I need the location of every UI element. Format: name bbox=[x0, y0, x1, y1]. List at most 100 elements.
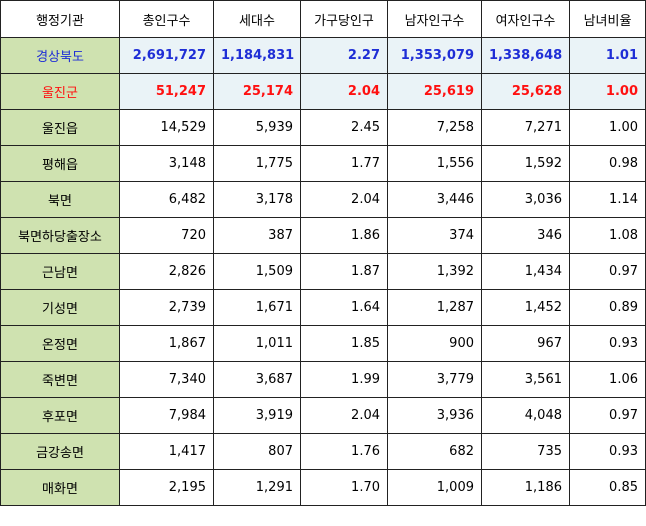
row-name-cell: 금강송면 bbox=[0, 433, 120, 470]
row-total-cell: 7,340 bbox=[119, 361, 214, 398]
row-households-cell: 3,919 bbox=[213, 397, 301, 434]
header-total-population: 총인구수 bbox=[119, 0, 214, 38]
row-ratio-cell: 1.00 bbox=[569, 109, 646, 146]
row-female-cell: 735 bbox=[481, 433, 570, 470]
row-total-cell: 7,984 bbox=[119, 397, 214, 434]
row-per-household-cell: 1.99 bbox=[300, 361, 388, 398]
row-name-cell: 매화면 bbox=[0, 469, 120, 506]
row-male-cell: 1,353,079 bbox=[387, 37, 482, 74]
row-name-cell: 경상북도 bbox=[0, 37, 120, 74]
table-row: 경상북도 2,691,727 1,184,831 2.27 1,353,079 1,338… bbox=[0, 37, 646, 74]
row-male-cell: 25,619 bbox=[387, 73, 482, 110]
row-ratio-cell: 0.89 bbox=[569, 289, 646, 326]
row-total-cell: 1,417 bbox=[119, 433, 214, 470]
header-sex-ratio: 남녀비율 bbox=[569, 0, 646, 38]
row-male-cell: 374 bbox=[387, 217, 482, 254]
header-male-population: 남자인구수 bbox=[387, 0, 482, 38]
table-row: 후포면 7,984 3,919 2.04 3,936 4,048 0.97 bbox=[0, 397, 646, 434]
table-row: 죽변면 7,340 3,687 1.99 3,779 3,561 1.06 bbox=[0, 361, 646, 398]
table-row: 매화면 2,195 1,291 1.70 1,009 1,186 0.85 bbox=[0, 469, 646, 506]
row-total-cell: 14,529 bbox=[119, 109, 214, 146]
row-households-cell: 387 bbox=[213, 217, 301, 254]
row-ratio-cell: 1.08 bbox=[569, 217, 646, 254]
row-name-cell: 근남면 bbox=[0, 253, 120, 290]
row-ratio-cell: 0.97 bbox=[569, 253, 646, 290]
row-per-household-cell: 1.77 bbox=[300, 145, 388, 182]
row-female-cell: 1,434 bbox=[481, 253, 570, 290]
row-per-household-cell: 1.76 bbox=[300, 433, 388, 470]
table-row: 평해읍 3,148 1,775 1.77 1,556 1,592 0.98 bbox=[0, 145, 646, 182]
row-households-cell: 25,174 bbox=[213, 73, 301, 110]
row-male-cell: 1,287 bbox=[387, 289, 482, 326]
table-row: 금강송면 1,417 807 1.76 682 735 0.93 bbox=[0, 433, 646, 470]
row-ratio-cell: 1.01 bbox=[569, 37, 646, 74]
row-name-cell: 평해읍 bbox=[0, 145, 120, 182]
row-name-cell: 온정면 bbox=[0, 325, 120, 362]
row-per-household-cell: 1.64 bbox=[300, 289, 388, 326]
row-households-cell: 3,687 bbox=[213, 361, 301, 398]
row-per-household-cell: 2.04 bbox=[300, 397, 388, 434]
row-male-cell: 3,936 bbox=[387, 397, 482, 434]
population-table: 행정기관 총인구수 세대수 가구당인구 남자인구수 여자인구수 남녀비율 경상북… bbox=[0, 0, 646, 506]
row-female-cell: 967 bbox=[481, 325, 570, 362]
row-name-cell: 북면 bbox=[0, 181, 120, 218]
row-ratio-cell: 0.98 bbox=[569, 145, 646, 182]
header-row: 행정기관 총인구수 세대수 가구당인구 남자인구수 여자인구수 남녀비율 bbox=[0, 0, 646, 38]
row-female-cell: 4,048 bbox=[481, 397, 570, 434]
header-per-household: 가구당인구 bbox=[300, 0, 388, 38]
row-name-cell: 후포면 bbox=[0, 397, 120, 434]
table-row: 북면 6,482 3,178 2.04 3,446 3,036 1.14 bbox=[0, 181, 646, 218]
row-per-household-cell: 1.85 bbox=[300, 325, 388, 362]
row-female-cell: 1,452 bbox=[481, 289, 570, 326]
row-households-cell: 3,178 bbox=[213, 181, 301, 218]
row-per-household-cell: 2.45 bbox=[300, 109, 388, 146]
row-households-cell: 807 bbox=[213, 433, 301, 470]
row-ratio-cell: 0.93 bbox=[569, 433, 646, 470]
row-households-cell: 1,509 bbox=[213, 253, 301, 290]
row-total-cell: 2,691,727 bbox=[119, 37, 214, 74]
row-households-cell: 1,671 bbox=[213, 289, 301, 326]
row-female-cell: 346 bbox=[481, 217, 570, 254]
row-total-cell: 3,148 bbox=[119, 145, 214, 182]
row-female-cell: 3,561 bbox=[481, 361, 570, 398]
table-row: 울진읍 14,529 5,939 2.45 7,258 7,271 1.00 bbox=[0, 109, 646, 146]
row-male-cell: 3,446 bbox=[387, 181, 482, 218]
row-per-household-cell: 2.04 bbox=[300, 73, 388, 110]
row-total-cell: 51,247 bbox=[119, 73, 214, 110]
row-name-cell: 북면하당출장소 bbox=[0, 217, 120, 254]
row-total-cell: 2,195 bbox=[119, 469, 214, 506]
row-total-cell: 2,826 bbox=[119, 253, 214, 290]
row-male-cell: 1,392 bbox=[387, 253, 482, 290]
row-ratio-cell: 1.00 bbox=[569, 73, 646, 110]
header-female-population: 여자인구수 bbox=[481, 0, 570, 38]
row-households-cell: 1,775 bbox=[213, 145, 301, 182]
row-ratio-cell: 1.06 bbox=[569, 361, 646, 398]
row-ratio-cell: 1.14 bbox=[569, 181, 646, 218]
row-male-cell: 1,009 bbox=[387, 469, 482, 506]
row-households-cell: 1,011 bbox=[213, 325, 301, 362]
row-households-cell: 1,184,831 bbox=[213, 37, 301, 74]
row-male-cell: 7,258 bbox=[387, 109, 482, 146]
row-female-cell: 7,271 bbox=[481, 109, 570, 146]
row-households-cell: 1,291 bbox=[213, 469, 301, 506]
row-female-cell: 1,338,648 bbox=[481, 37, 570, 74]
row-male-cell: 3,779 bbox=[387, 361, 482, 398]
table-row: 온정면 1,867 1,011 1.85 900 967 0.93 bbox=[0, 325, 646, 362]
row-female-cell: 1,592 bbox=[481, 145, 570, 182]
row-female-cell: 3,036 bbox=[481, 181, 570, 218]
row-female-cell: 1,186 bbox=[481, 469, 570, 506]
table-row: 울진군 51,247 25,174 2.04 25,619 25,628 1.00 bbox=[0, 73, 646, 110]
table-body: 경상북도 2,691,727 1,184,831 2.27 1,353,079 1,338… bbox=[0, 37, 646, 506]
table-row: 북면하당출장소 720 387 1.86 374 346 1.08 bbox=[0, 217, 646, 254]
row-male-cell: 682 bbox=[387, 433, 482, 470]
row-per-household-cell: 1.70 bbox=[300, 469, 388, 506]
row-households-cell: 5,939 bbox=[213, 109, 301, 146]
row-total-cell: 2,739 bbox=[119, 289, 214, 326]
row-total-cell: 720 bbox=[119, 217, 214, 254]
row-ratio-cell: 0.93 bbox=[569, 325, 646, 362]
row-total-cell: 1,867 bbox=[119, 325, 214, 362]
row-total-cell: 6,482 bbox=[119, 181, 214, 218]
row-ratio-cell: 0.85 bbox=[569, 469, 646, 506]
row-per-household-cell: 1.87 bbox=[300, 253, 388, 290]
row-name-cell: 죽변면 bbox=[0, 361, 120, 398]
